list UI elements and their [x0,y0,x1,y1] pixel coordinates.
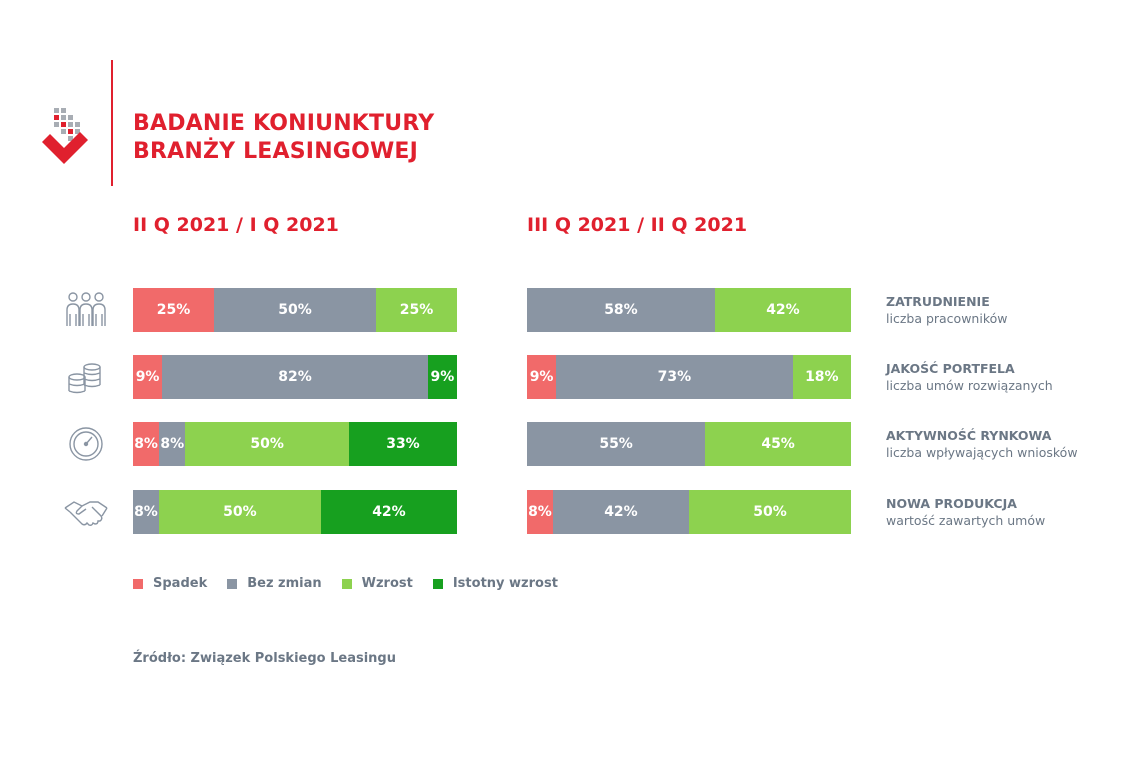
data-label: 50% [223,504,257,520]
bar-segment-wzrost: 50% [158,490,321,534]
source-note: Źródło: Związek Polskiego Leasingu [133,651,396,666]
data-label: 58% [604,302,638,318]
data-label: 25% [399,302,434,318]
chart-1-bar-zatrudnienie: 25% 50% 25% [133,288,457,332]
chart-2-title: III Q 2021 / II Q 2021 [527,214,748,236]
data-label: 82% [278,369,312,385]
bar-segment-wzrost: 50% [185,422,349,466]
bar-segment-wzrost: 18% [792,355,851,399]
handshake-icon [62,490,110,534]
data-label: 42% [604,504,638,520]
data-label: 55% [599,436,633,452]
chart-1-bar-nowa-produkcja: 8% 50% 42% [133,490,457,534]
legend: Spadek Bez zmian Wzrost Istotny wzrost [133,576,578,591]
people-icon [62,288,110,332]
legend-label: Wzrost [361,576,413,591]
bar-segment-wzrost: 50% [688,490,851,534]
title-line-1: BADANIE KONIUNKTURY [133,111,435,136]
logo-mark-icon [42,108,88,164]
bar-segment-bez-zmian: 50% [214,288,376,332]
data-label: 42% [766,302,800,318]
row-name: JAKOŚĆ PORTFELA [886,361,1015,376]
bar-segment-bez-zmian: 55% [527,422,706,466]
data-label: 45% [761,436,795,452]
data-label: 50% [250,436,284,452]
bar-segment-bez-zmian: 8% [133,490,159,534]
page-title: BADANIE KONIUNKTURY BRANŻY LEASINGOWEJ [133,110,434,166]
legend-swatch-bez-zmian [227,578,238,589]
bar-segment-wzrost: 42% [714,288,851,332]
legend-swatch-istotny-wzrost [432,578,443,589]
data-label: 33% [386,436,420,452]
bar-segment-bez-zmian: 58% [527,288,715,332]
bar-segment-bez-zmian: 73% [556,355,793,399]
data-label: 25% [156,302,191,318]
coins-icon [62,355,110,399]
row-subtitle: liczba pracowników [886,311,1008,326]
data-label: 8% [160,436,185,452]
legend-item-istotny-wzrost: Istotny wzrost [432,576,558,591]
bar-segment-bez-zmian: 8% [159,422,186,466]
legend-label: Bez zmian [247,576,322,591]
bar-segment-spadek: 8% [133,422,160,466]
bar-segment-spadek: 25% [133,288,214,332]
title-line-2: BRANŻY LEASINGOWEJ [133,139,419,164]
data-label: 9% [529,369,554,385]
data-label: 18% [805,369,839,385]
data-label: 9% [430,369,455,385]
chart-2-bar-nowa-produkcja: 8% 42% 50% [527,490,851,534]
bar-segment-spadek: 8% [527,490,553,534]
bar-segment-wzrost: 45% [705,422,851,466]
legend-item-bez-zmian: Bez zmian [227,576,322,591]
row-name: NOWA PRODUKCJA [886,496,1017,511]
data-label: 8% [528,504,552,520]
legend-item-spadek: Spadek [133,576,207,591]
bar-segment-spadek: 9% [133,355,163,399]
gauge-icon [62,422,110,466]
legend-label: Istotny wzrost [452,576,558,591]
row-label-nowa-produkcja: NOWA PRODUKCJA wartość zawartych umów [886,495,1131,529]
row-subtitle: liczba umów rozwiązanych [886,378,1053,393]
legend-swatch-wzrost [341,578,352,589]
chart-2-bar-aktywnosc-rynkowa: 55% 45% [527,422,851,466]
row-subtitle: liczba wpływających wniosków [886,445,1078,460]
row-label-jakosc-portfela: JAKOŚĆ PORTFELA liczba umów rozwiązanych [886,360,1131,394]
bar-segment-bez-zmian: 82% [162,355,428,399]
data-label: 42% [372,504,406,520]
chart-1-bar-jakosc-portfela: 9% 82% 9% [133,355,457,399]
bar-segment-wzrost: 25% [376,288,457,332]
row-subtitle: wartość zawartych umów [886,513,1046,528]
chart-1-bar-aktywnosc-rynkowa: 8% 8% 50% 33% [133,422,457,466]
data-label: 8% [134,436,158,452]
data-label: 8% [134,504,158,520]
data-label: 50% [753,504,787,520]
bar-segment-bez-zmian: 42% [552,490,689,534]
data-label: 50% [278,302,312,318]
data-label: 9% [135,369,160,385]
row-name: ZATRUDNIENIE [886,294,990,309]
bar-segment-istotny-wzrost: 33% [348,422,457,466]
row-name: AKTYWNOŚĆ RYNKOWA [886,428,1052,443]
logo [40,104,92,170]
legend-item-wzrost: Wzrost [341,576,413,591]
chart-2-bar-zatrudnienie: 58% 42% [527,288,851,332]
bar-segment-istotny-wzrost: 42% [320,490,457,534]
chart-2-bar-jakosc-portfela: 9% 73% 18% [527,355,851,399]
row-label-aktywnosc-rynkowa: AKTYWNOŚĆ RYNKOWA liczba wpływających wn… [886,427,1131,461]
legend-label: Spadek [153,576,208,591]
legend-swatch-spadek [133,578,143,589]
bar-segment-istotny-wzrost: 9% [427,355,457,399]
title-divider [111,60,113,186]
data-label: 73% [657,369,692,385]
row-label-zatrudnienie: ZATRUDNIENIE liczba pracowników [886,293,1131,327]
bar-segment-spadek: 9% [527,355,557,399]
chart-1-title: II Q 2021 / I Q 2021 [133,214,339,236]
